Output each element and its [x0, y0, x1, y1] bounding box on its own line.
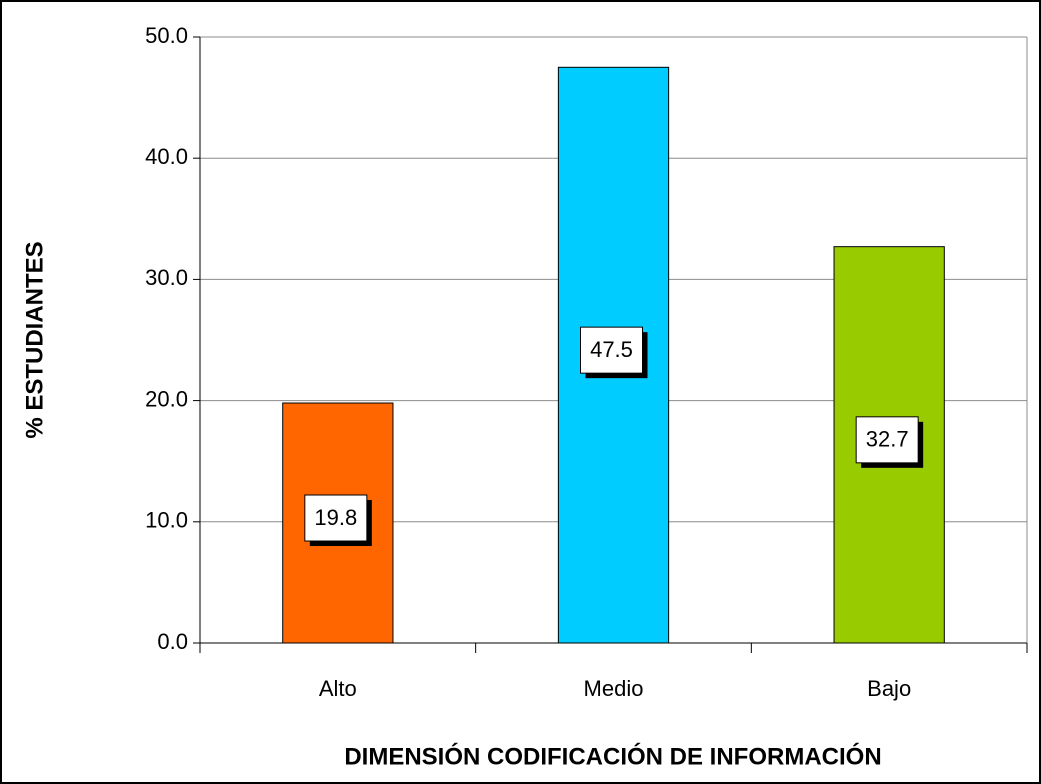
y-tick-label: 40.0 — [145, 144, 188, 169]
y-tick-label: 30.0 — [145, 265, 188, 290]
y-tick-label: 50.0 — [145, 23, 188, 48]
label-box — [855, 416, 919, 464]
y-tick-label: 20.0 — [145, 386, 188, 411]
data-label: 32.7 — [866, 427, 909, 452]
x-tick-label: Bajo — [867, 676, 911, 701]
x-tick-label: Alto — [319, 676, 357, 701]
y-axis-title: % ESTUDIANTES — [21, 241, 48, 438]
y-tick-label: 0.0 — [157, 629, 188, 654]
x-tick-label: Medio — [584, 676, 644, 701]
label-box — [304, 494, 368, 542]
y-tick-label: 10.0 — [145, 508, 188, 533]
data-label: 47.5 — [590, 337, 633, 362]
data-label: 19.8 — [314, 505, 357, 530]
x-axis-title: DIMENSIÓN CODIFICACIÓN DE INFORMACIÓN — [344, 742, 881, 770]
label-box — [580, 326, 643, 374]
